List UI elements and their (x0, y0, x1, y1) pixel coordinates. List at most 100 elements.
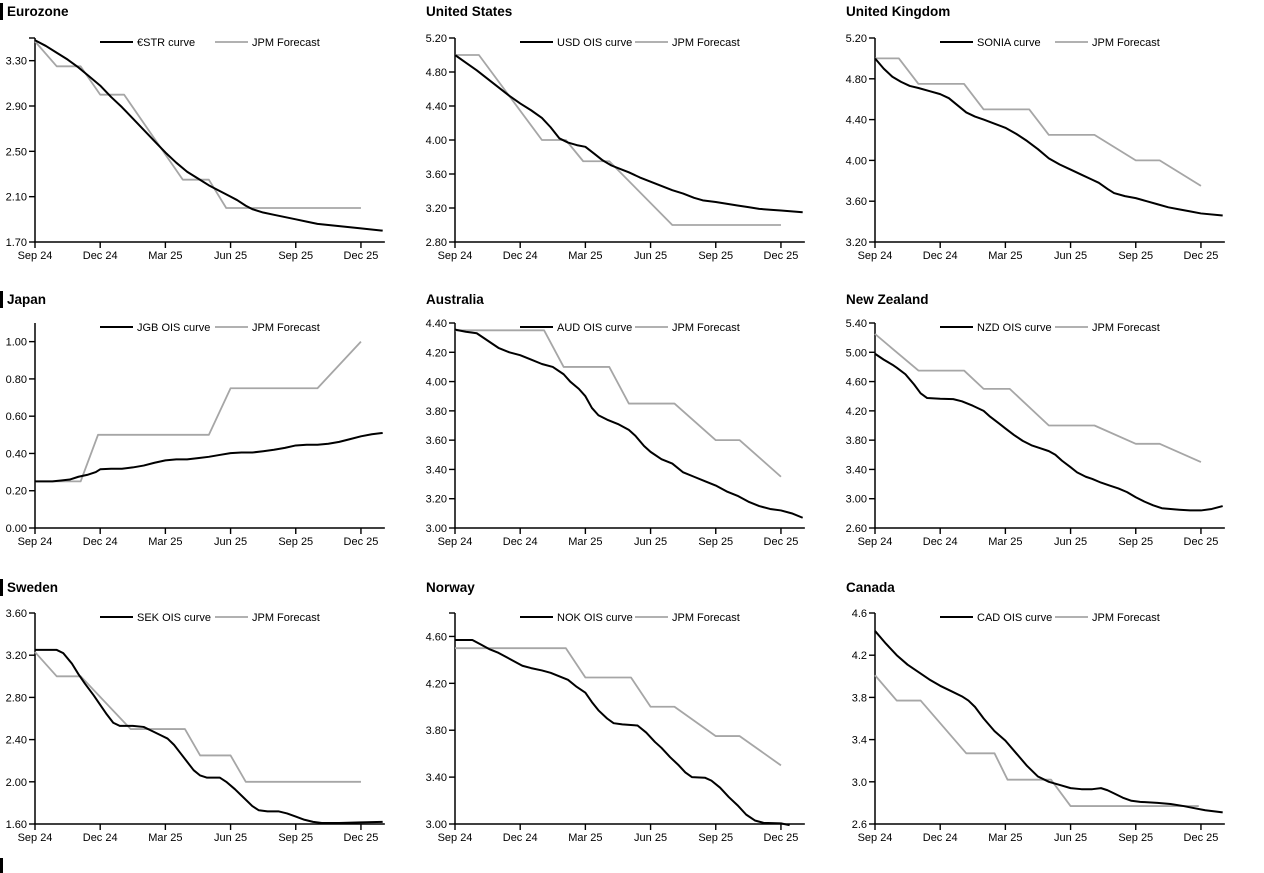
svg-text:3.00: 3.00 (426, 523, 447, 535)
chart-title: Australia (426, 291, 484, 307)
svg-text:2.90: 2.90 (6, 101, 27, 113)
svg-text:USD OIS curve: USD OIS curve (557, 37, 632, 49)
svg-text:Dec 24: Dec 24 (503, 832, 538, 844)
svg-text:5.00: 5.00 (846, 347, 867, 359)
svg-text:Sep 25: Sep 25 (1118, 832, 1153, 844)
svg-text:4.00: 4.00 (426, 377, 447, 389)
svg-text:2.6: 2.6 (852, 819, 867, 831)
chart-header: Japan (0, 290, 46, 308)
svg-text:Sep 24: Sep 24 (438, 250, 473, 262)
svg-text:4.20: 4.20 (426, 678, 447, 690)
chart-title: Sweden (7, 579, 59, 595)
chart-title: Eurozone (7, 3, 69, 19)
svg-text:Sep 24: Sep 24 (438, 832, 473, 844)
chart-cell-japan: Japan 1.00 0.80 0.60 0.40 0.20 0.00 Sep 24 Dec … (0, 288, 420, 576)
svg-text:4.6: 4.6 (852, 608, 867, 620)
chart-new-zealand: 5.40 5.00 4.60 4.20 3.80 3.40 3.00 2.60 Sep 24 De… (840, 308, 1264, 559)
svg-text:3.60: 3.60 (846, 196, 867, 208)
chart-australia: 4.40 4.20 4.00 3.80 3.60 3.40 3.20 3.00 Sep 24 De… (420, 308, 840, 559)
svg-text:0.40: 0.40 (6, 448, 27, 460)
svg-text:3.00: 3.00 (426, 819, 447, 831)
svg-text:3.4: 3.4 (852, 735, 867, 747)
svg-text:€STR curve: €STR curve (137, 37, 195, 49)
chart-cell-new-zealand: New Zealand 5.40 5.00 4.60 4.20 3.80 3.40 3.00… (840, 288, 1264, 576)
svg-text:0.60: 0.60 (6, 411, 27, 423)
svg-text:Dec 25: Dec 25 (764, 832, 799, 844)
svg-text:3.60: 3.60 (6, 608, 27, 620)
svg-text:3.40: 3.40 (426, 772, 447, 784)
chart-norway: 4.60 4.20 3.80 3.40 3.00 Sep 24 Dec 24 Mar 25 Ju… (420, 596, 840, 855)
svg-text:2.40: 2.40 (6, 735, 27, 747)
chart-header: Canada (846, 578, 895, 596)
svg-text:Jun 25: Jun 25 (634, 832, 667, 844)
svg-text:Mar 25: Mar 25 (568, 250, 602, 262)
svg-text:Mar 25: Mar 25 (988, 536, 1022, 548)
svg-text:JPM Forecast: JPM Forecast (1092, 322, 1160, 334)
svg-text:Sep 25: Sep 25 (1118, 250, 1153, 262)
svg-text:4.40: 4.40 (426, 318, 447, 330)
svg-text:Sep 24: Sep 24 (18, 832, 53, 844)
chart-cell-united-states: United States 5.20 4.80 4.40 4.00 3.60 3.20 2.… (420, 0, 840, 288)
svg-text:4.80: 4.80 (846, 74, 867, 86)
svg-text:Sep 24: Sep 24 (858, 250, 893, 262)
svg-text:1.60: 1.60 (6, 819, 27, 831)
svg-text:Mar 25: Mar 25 (568, 832, 602, 844)
chart-header: Australia (426, 290, 484, 308)
svg-text:Jun 25: Jun 25 (1054, 250, 1087, 262)
svg-text:1.70: 1.70 (6, 237, 27, 249)
svg-text:Jun 25: Jun 25 (1054, 536, 1087, 548)
svg-text:4.2: 4.2 (852, 650, 867, 662)
svg-text:4.40: 4.40 (846, 115, 867, 127)
svg-text:JPM Forecast: JPM Forecast (1092, 37, 1160, 49)
svg-text:Dec 24: Dec 24 (83, 250, 118, 262)
svg-text:5.20: 5.20 (846, 33, 867, 45)
svg-text:Dec 24: Dec 24 (923, 536, 958, 548)
svg-text:3.20: 3.20 (846, 237, 867, 249)
section-title-bar (0, 2, 3, 20)
svg-text:Dec 24: Dec 24 (923, 832, 958, 844)
chart-japan: 1.00 0.80 0.60 0.40 0.20 0.00 Sep 24 Dec 24 Mar … (0, 308, 420, 559)
svg-text:JPM Forecast: JPM Forecast (252, 322, 320, 334)
svg-text:4.40: 4.40 (426, 101, 447, 113)
chart-title: Canada (846, 579, 895, 595)
svg-text:Sep 25: Sep 25 (278, 536, 313, 548)
chart-title: United Kingdom (846, 3, 951, 19)
chart-cell-sweden: Sweden 3.60 3.20 2.80 2.40 2.00 1.60 Sep 24 Dec… (0, 576, 420, 873)
chart-header: United Kingdom (846, 2, 950, 20)
chart-header: United States (426, 2, 512, 20)
svg-text:0.80: 0.80 (6, 374, 27, 386)
next-section-title-bar (0, 858, 3, 873)
svg-text:2.80: 2.80 (6, 692, 27, 704)
chart-united-states: 5.20 4.80 4.40 4.00 3.60 3.20 2.80 Sep 24 Dec 24… (420, 20, 840, 271)
svg-text:JGB OIS curve: JGB OIS curve (137, 322, 210, 334)
svg-text:Mar 25: Mar 25 (148, 250, 182, 262)
svg-text:3.30: 3.30 (6, 56, 27, 68)
svg-text:3.80: 3.80 (426, 406, 447, 418)
svg-text:Dec 25: Dec 25 (1184, 536, 1219, 548)
svg-text:Jun 25: Jun 25 (214, 250, 247, 262)
chart-header: Norway (426, 578, 475, 596)
svg-text:JPM Forecast: JPM Forecast (672, 37, 740, 49)
svg-text:2.10: 2.10 (6, 192, 27, 204)
svg-text:4.60: 4.60 (846, 377, 867, 389)
svg-text:3.80: 3.80 (846, 435, 867, 447)
svg-text:Sep 24: Sep 24 (858, 832, 893, 844)
svg-text:Dec 24: Dec 24 (503, 536, 538, 548)
chart-title: Norway (426, 579, 475, 595)
svg-text:JPM Forecast: JPM Forecast (252, 37, 320, 49)
svg-text:3.00: 3.00 (846, 494, 867, 506)
svg-text:Jun 25: Jun 25 (214, 536, 247, 548)
svg-text:2.50: 2.50 (6, 146, 27, 158)
svg-text:3.0: 3.0 (852, 777, 867, 789)
svg-text:4.80: 4.80 (426, 67, 447, 79)
svg-text:AUD OIS curve: AUD OIS curve (557, 322, 632, 334)
svg-text:Jun 25: Jun 25 (634, 536, 667, 548)
svg-text:JPM Forecast: JPM Forecast (672, 612, 740, 624)
svg-text:Mar 25: Mar 25 (148, 832, 182, 844)
svg-text:Sep 24: Sep 24 (858, 536, 893, 548)
svg-text:Sep 25: Sep 25 (1118, 536, 1153, 548)
svg-text:Sep 25: Sep 25 (698, 832, 733, 844)
svg-text:3.40: 3.40 (426, 464, 447, 476)
svg-text:2.80: 2.80 (426, 237, 447, 249)
